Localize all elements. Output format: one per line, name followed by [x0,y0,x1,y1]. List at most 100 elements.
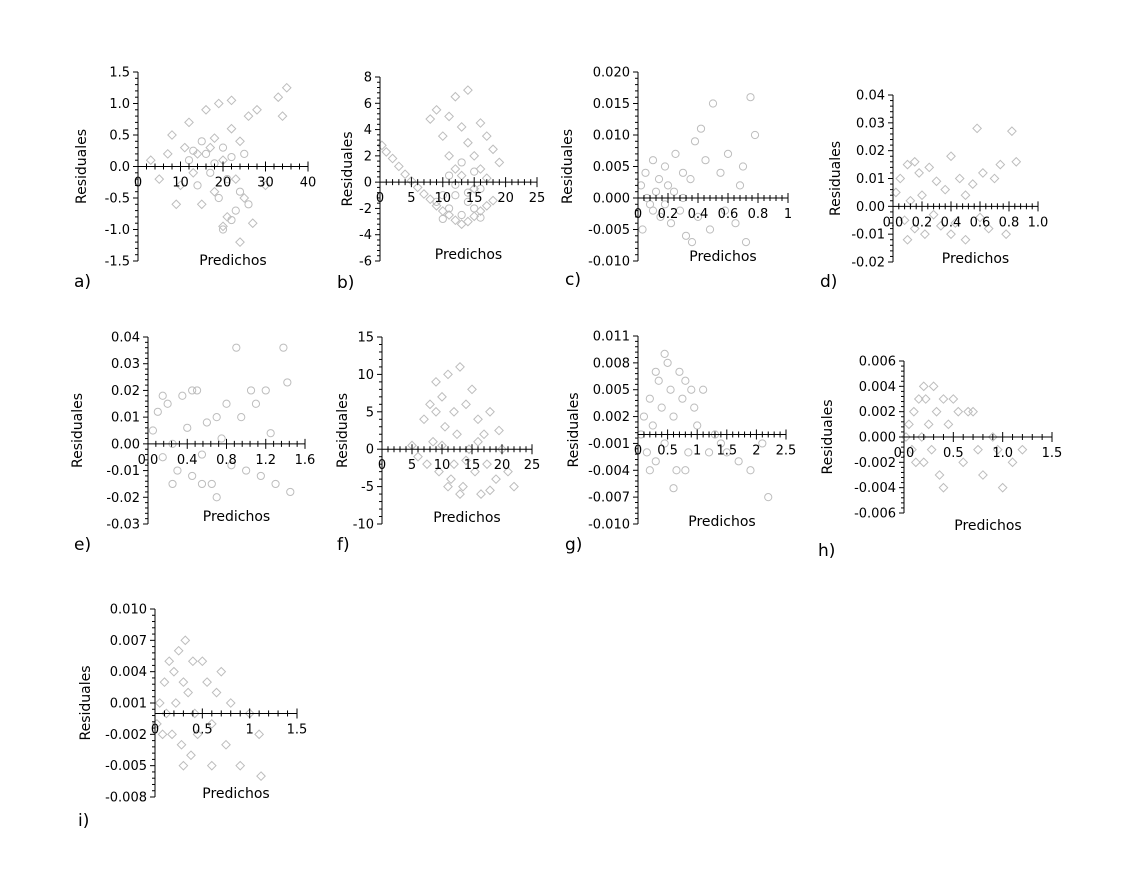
data-point [189,708,200,719]
data-point [919,229,930,240]
y-tick-label: 1.5 [109,66,130,81]
data-point [678,168,688,177]
data-point [476,213,485,222]
data-point [184,156,194,165]
data-point [895,173,906,184]
y-tick-label: 4 [364,123,372,138]
data-point [967,179,978,189]
data-point [678,394,687,403]
y-axis-label: Residuales [828,141,844,216]
data-point [222,211,233,222]
y-tick-label: -6 [359,255,372,270]
y-tick-label: -0.002 [854,456,896,471]
data-point [918,457,929,468]
x-tick-label: 1 [246,722,254,737]
x-tick-label: 1.5 [287,722,308,737]
y-tick-label: 0.015 [593,97,630,112]
data-point [450,215,461,226]
data-point [179,142,190,153]
y-tick-label: -1.0 [105,223,130,238]
data-point [481,200,492,211]
data-point [458,481,468,492]
data-point [154,698,165,708]
data-point [746,466,755,475]
data-point [197,479,207,489]
data-point [444,150,454,161]
data-point [960,234,971,245]
data-point [482,459,492,470]
data-point [207,479,216,489]
x-tick-label: 2.5 [776,443,797,458]
data-point [206,760,217,771]
y-tick-label: -2 [359,202,372,217]
data-point [189,146,198,155]
x-tick-label: 1.5 [716,443,737,458]
data-point [419,189,429,199]
data-point [902,159,913,170]
y-tick-label: 0.00 [856,200,885,215]
y-tick-label: -1.5 [105,255,130,270]
y-tick-label: 0.000 [593,192,630,207]
data-point [425,114,436,124]
data-point [651,187,661,196]
data-point [279,343,288,352]
data-point [978,470,988,480]
data-point [899,215,910,226]
data-point [211,687,222,698]
data-point [684,448,693,457]
data-point [470,167,479,176]
data-point [196,199,207,210]
data-point [977,168,988,178]
data-point [654,175,664,184]
y-tick-label: 0.01 [111,411,140,426]
data-point [983,223,994,234]
panel-b: -6 -4 -2 0 2 4 6 8 0 5 10 15 20 25 Predichos Residuales… [337,71,545,294]
data-point [669,412,678,421]
x-tick-label: 1.5 [1042,446,1063,461]
data-point [746,93,755,102]
data-point [699,385,708,394]
x-axis-label: Predichos [203,509,270,525]
x-axis-label: Predichos [689,249,756,265]
data-point [376,140,387,151]
data-point [163,399,172,408]
data-point [188,386,197,395]
x-tick-label: 20 [494,458,511,473]
panel-f: -10 -5 0 5 10 15 0 5 10 15 20 25 Predichos Residuales… [335,331,540,556]
x-tick-label: 0.2 [912,215,933,230]
data-point [920,394,931,404]
y-tick-label: -0.001 [588,437,630,452]
data-point [444,210,454,220]
data-point [217,434,226,443]
data-point [242,466,251,475]
data-point [660,439,669,448]
data-point [485,406,495,417]
y-tick-label: 0.007 [110,634,147,649]
x-tick-label: 0 [134,176,142,191]
data-point [277,111,288,122]
data-point [950,218,961,228]
data-point [256,771,266,782]
data-point [286,487,295,497]
panel-c: -0.010 -0.005 0.000 0.005 0.010 0.015 0.020 0 0.… [560,66,792,291]
data-point [693,212,703,221]
data-point [188,167,199,178]
data-point [171,199,182,210]
x-axis-label: Predichos [433,510,500,526]
data-point [444,204,454,213]
data-point [946,229,956,240]
data-point [509,481,519,492]
data-point [1001,229,1012,240]
data-point [419,414,429,425]
data-point [916,432,927,442]
y-tick-label: 0.020 [593,66,630,81]
data-point [716,439,725,448]
data-point [173,645,184,656]
data-point [237,413,246,422]
y-tick-label: 0.005 [593,383,630,398]
data-point [481,131,492,142]
data-point [938,394,949,404]
data-point [638,225,647,234]
data-point [475,118,486,128]
x-tick-label: 0.8 [748,207,769,222]
